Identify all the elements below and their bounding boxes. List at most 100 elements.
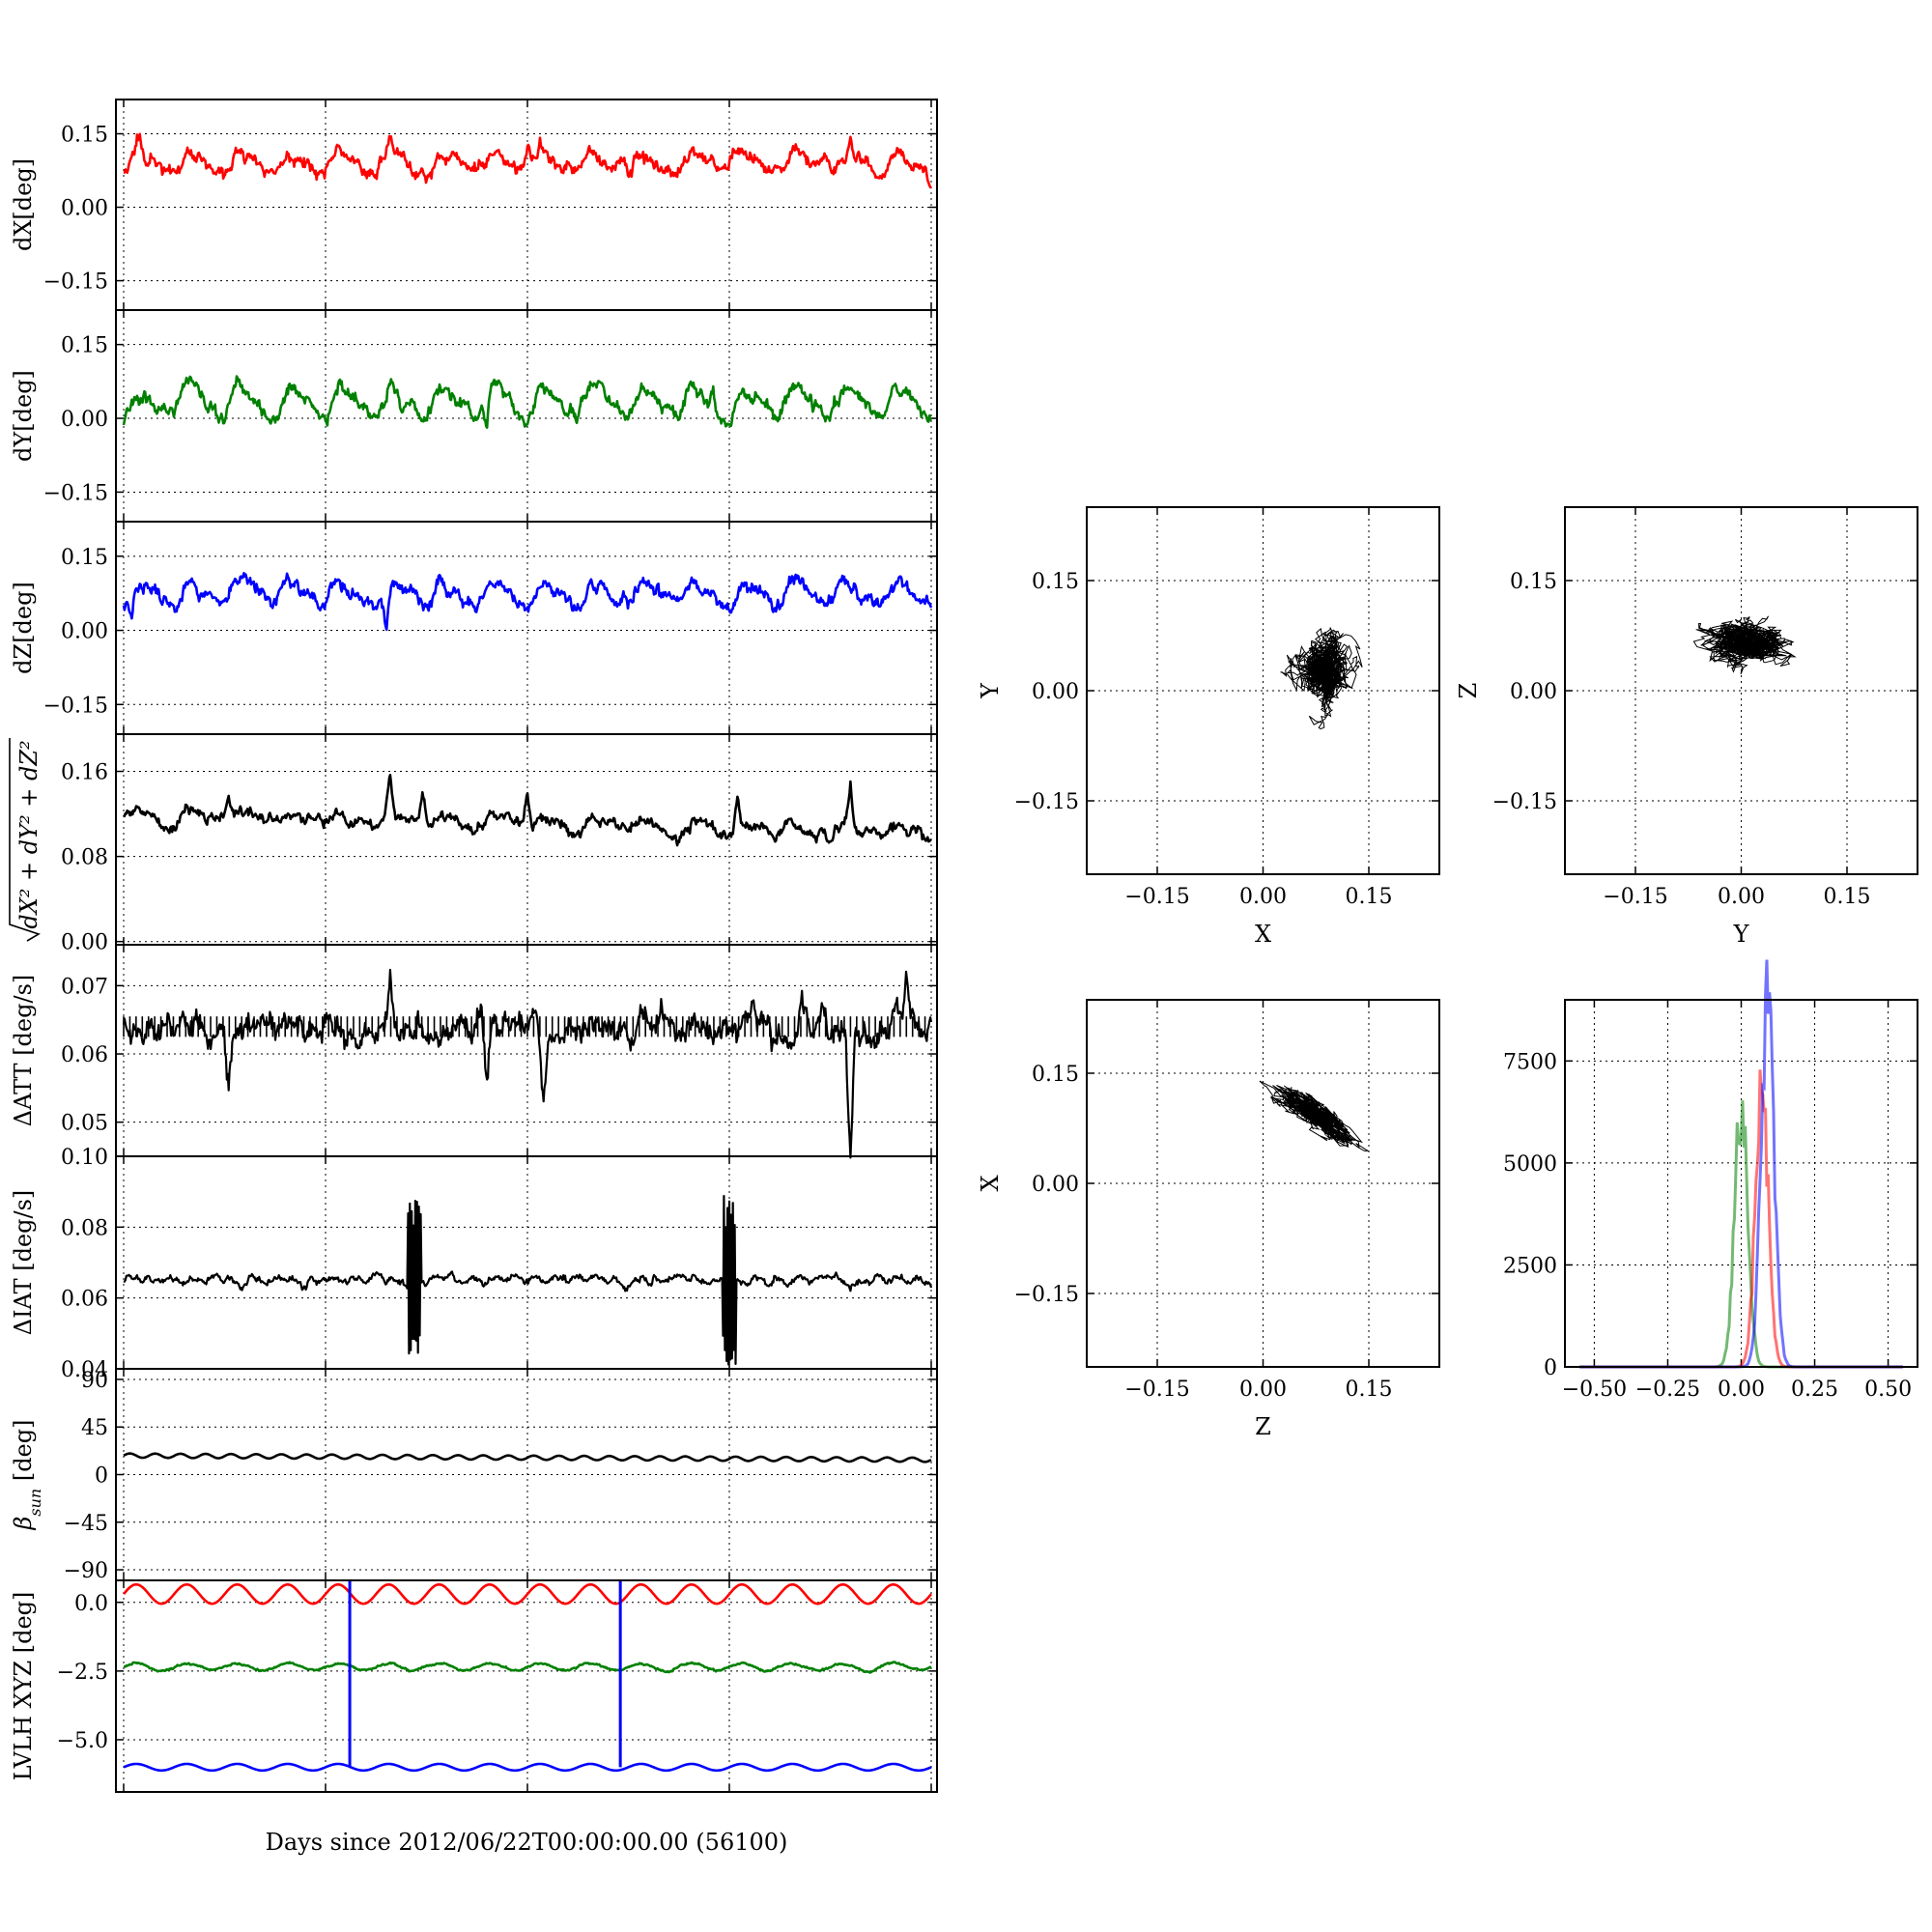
sc_yz-xtick-label: 0.00 — [1718, 885, 1765, 909]
panel-sc_yz: 0.15 0.00 −0.15 −0.15 0.00 0.15 Z Y — [1455, 506, 1918, 948]
sc_xy-ytick-label: −0.15 — [1014, 790, 1079, 814]
sc_zx-xtick-label: 0.15 — [1346, 1378, 1393, 1402]
panel-lvlh: 0.0 −2.5 −5.0 LVLH XYZ [deg] Days since 2012… — [10, 1579, 938, 1856]
dr-ylabel: dX² + dY² + dZ² — [9, 738, 43, 942]
dy-ytick-label: 0.15 — [61, 334, 108, 358]
dr-frame — [115, 733, 938, 946]
diat-ylabel: ΔIAT [deg/s] — [10, 1190, 37, 1336]
sc_yz-ytick-label: −0.15 — [1492, 790, 1557, 814]
dy-frame — [115, 309, 938, 523]
dy-ytick-label: 0.00 — [61, 408, 108, 432]
panel-beta: 90 45 0 −45 −90 βsun [deg] — [10, 1368, 938, 1583]
diat-ytick-label: 0.06 — [61, 1288, 108, 1312]
sc_yz-xlabel: Y — [1733, 921, 1750, 948]
datt-ytick-label: 0.07 — [61, 975, 108, 999]
sc_zx-frame — [1086, 999, 1440, 1368]
diat-ytick-label: 0.04 — [61, 1358, 108, 1382]
lvlh-ytick-label: −2.5 — [57, 1661, 108, 1685]
panel-sc_xy: 0.15 0.00 −0.15 −0.15 0.00 0.15 Y X — [977, 506, 1440, 948]
sc_zx-xtick-label: 0.00 — [1239, 1378, 1287, 1402]
sc_xy-ytick-label: 0.15 — [1032, 570, 1079, 594]
dx-ytick-label: 0.15 — [61, 123, 108, 147]
sc_xy-xtick-label: 0.15 — [1346, 885, 1393, 909]
hist-frame — [1564, 999, 1918, 1368]
dr-ytick-label: 0.16 — [61, 761, 108, 785]
dx-ylabel: dX[deg] — [10, 158, 37, 251]
sc_zx-xlabel: Z — [1255, 1413, 1271, 1440]
lvlh-frame — [115, 1579, 938, 1793]
datt-frame — [115, 944, 938, 1157]
diat-series-0 — [123, 1194, 933, 1366]
sc_yz-xtick-label: −0.15 — [1603, 885, 1667, 909]
sc_xy-xlabel: X — [1255, 921, 1271, 948]
dz-ytick-label: −0.15 — [43, 694, 108, 718]
dz-ytick-label: 0.15 — [61, 546, 108, 570]
datt-ylabel: ΔATT [deg/s] — [10, 975, 37, 1127]
hist-xtick-label: −0.50 — [1562, 1378, 1627, 1402]
sc_xy-trajectory — [1279, 627, 1363, 730]
panel-sc_zx: 0.15 0.00 −0.15 −0.15 0.00 0.15 X Z — [977, 999, 1440, 1440]
dx-frame — [115, 99, 938, 311]
dr-series-0 — [123, 773, 932, 847]
sc_xy-xtick-label: 0.00 — [1239, 885, 1287, 909]
hist-ytick-label: 7500 — [1503, 1050, 1557, 1074]
panel-datt: 0.07 0.06 0.05 ΔATT [deg/s] — [10, 944, 938, 1159]
sc_xy-frame — [1086, 506, 1440, 875]
diat-ytick-label: 0.10 — [61, 1146, 108, 1170]
sc_yz-ytick-label: 0.00 — [1510, 680, 1557, 704]
beta-ytick-label: 45 — [81, 1416, 108, 1440]
hist-xtick-label: 0.50 — [1864, 1378, 1912, 1402]
beta-ytick-label: −45 — [64, 1512, 108, 1536]
dy-ytick-label: −0.15 — [43, 481, 108, 505]
panel-diat: 0.10 0.08 0.06 0.04 ΔIAT [deg/s] — [10, 1146, 938, 1382]
dx-series-0 — [123, 132, 932, 189]
sc_zx-ytick-label: 0.15 — [1032, 1063, 1079, 1087]
datt-ytick-label: 0.05 — [61, 1112, 108, 1136]
dr-ylabel-text: dX² + dY² + dZ² — [15, 740, 43, 928]
sc_zx-xtick-label: −0.15 — [1124, 1378, 1189, 1402]
sc_xy-xtick-label: −0.15 — [1124, 885, 1189, 909]
sc_yz-ytick-label: 0.15 — [1510, 570, 1557, 594]
sc_zx-ytick-label: −0.15 — [1014, 1283, 1079, 1307]
hist-xtick-label: −0.25 — [1635, 1378, 1700, 1402]
diat-ytick-label: 0.08 — [61, 1216, 108, 1240]
dr-ytick-label: 0.08 — [61, 846, 108, 870]
sc_yz-xtick-label: 0.15 — [1824, 885, 1871, 909]
beta-ytick-label: 90 — [81, 1369, 108, 1393]
sc_yz-ylabel: Z — [1455, 683, 1482, 699]
sc_zx-trajectory — [1259, 1080, 1370, 1151]
beta-ytick-label: −90 — [64, 1559, 108, 1583]
lvlh-ytick-label: 0.0 — [74, 1592, 108, 1616]
lvlh-ylabel: LVLH XYZ [deg] — [10, 1592, 37, 1781]
sc_yz-frame — [1564, 506, 1918, 875]
dz-ylabel: dZ[deg] — [10, 582, 37, 674]
lvlh-series-0 — [122, 1583, 933, 1605]
hist-series-0 — [1579, 1100, 1903, 1369]
hist-ytick-label: 5000 — [1503, 1152, 1557, 1177]
dz-frame — [115, 521, 938, 735]
lvlh-xlabel: Days since 2012/06/22T00:00:00.00 (56100… — [266, 1829, 788, 1856]
sc_zx-ytick-label: 0.00 — [1032, 1173, 1079, 1197]
dr-ytick-label: 0.00 — [61, 931, 108, 955]
sc_xy-ytick-label: 0.00 — [1032, 680, 1079, 704]
dz-ytick-label: 0.00 — [61, 620, 108, 644]
beta-series-0 — [123, 1452, 932, 1463]
beta-ytick-label: 0 — [95, 1464, 108, 1489]
panel-hist: 7500 5000 2500 0−0.50 −0.25 0.00 0.25 0.50 — [1503, 959, 1918, 1402]
dy-ylabel: dY[deg] — [10, 370, 37, 462]
dz-series-0 — [122, 571, 933, 632]
beta-ylabel: βsun [deg] — [10, 1420, 44, 1531]
panel-dr: 0.16 0.08 0.00 dX² + dY² + dZ² — [9, 733, 938, 955]
hist-ytick-label: 0 — [1544, 1356, 1557, 1380]
diat-frame — [115, 1155, 938, 1370]
hist-xtick-label: 0.00 — [1718, 1378, 1765, 1402]
dx-ytick-label: −0.15 — [43, 270, 108, 295]
hist-ytick-label: 2500 — [1503, 1254, 1557, 1278]
sc_xy-ylabel: Y — [977, 682, 1004, 699]
lvlh-series-1 — [123, 1661, 932, 1674]
hist-xtick-label: 0.25 — [1791, 1378, 1838, 1402]
dy-series-0 — [122, 375, 932, 429]
